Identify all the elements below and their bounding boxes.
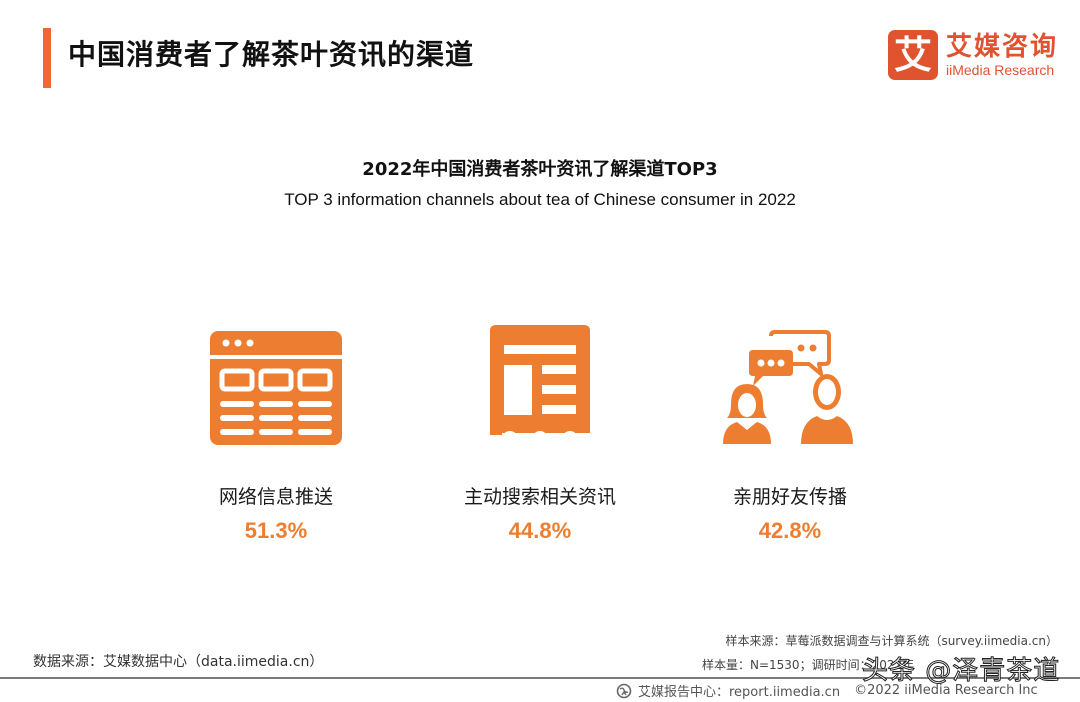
globe-icon: [616, 683, 632, 698]
channel-value: 44.8%: [508, 518, 572, 543]
copyright: ©2022 iiMedia Research Inc: [854, 683, 1038, 698]
browser-window-icon: [210, 331, 342, 445]
channel-label: 主动搜索相关资讯: [463, 486, 616, 508]
brand-logo: 艾 艾媒咨询 iiMedia Research: [888, 30, 1058, 80]
sample-source: 样本来源：草莓派数据调查与计算系统（survey.iimedia.cn）: [725, 634, 1058, 648]
channel-label: 亲朋好友传播: [732, 486, 847, 508]
data-source: 数据来源：艾媒数据中心（data.iimedia.cn）: [33, 654, 324, 670]
watermark: 头条 @泽青茶道: [861, 656, 1061, 687]
chart-subtitle: TOP 3 information channels about tea of …: [284, 190, 796, 209]
title-accent-bar: [43, 28, 51, 88]
logo-name-en: iiMedia Research: [946, 62, 1055, 78]
channel-value: 51.3%: [244, 518, 308, 543]
logo-name-cn: 艾媒咨询: [946, 32, 1059, 62]
channel-value: 42.8%: [758, 518, 822, 543]
chart-title: 2022年中国消费者茶叶资讯了解渠道TOP3: [362, 159, 718, 180]
newspaper-receipt-icon: [490, 325, 590, 443]
channel-label: 网络信息推送: [218, 486, 333, 508]
people-chat-icon: [723, 330, 853, 444]
report-center-link[interactable]: 艾媒报告中心：report.iimedia.cn: [638, 685, 841, 700]
footer-divider: [0, 677, 1080, 679]
sample-size: 样本量：N=1530；调研时间：2022年: [702, 658, 915, 672]
page-title: 中国消费者了解茶叶资讯的渠道: [68, 38, 475, 71]
logo-mark-icon: 艾: [888, 30, 938, 80]
footer-bar: 艾媒报告中心：report.iimedia.cn ©2022 iiMedia R…: [616, 681, 1038, 700]
